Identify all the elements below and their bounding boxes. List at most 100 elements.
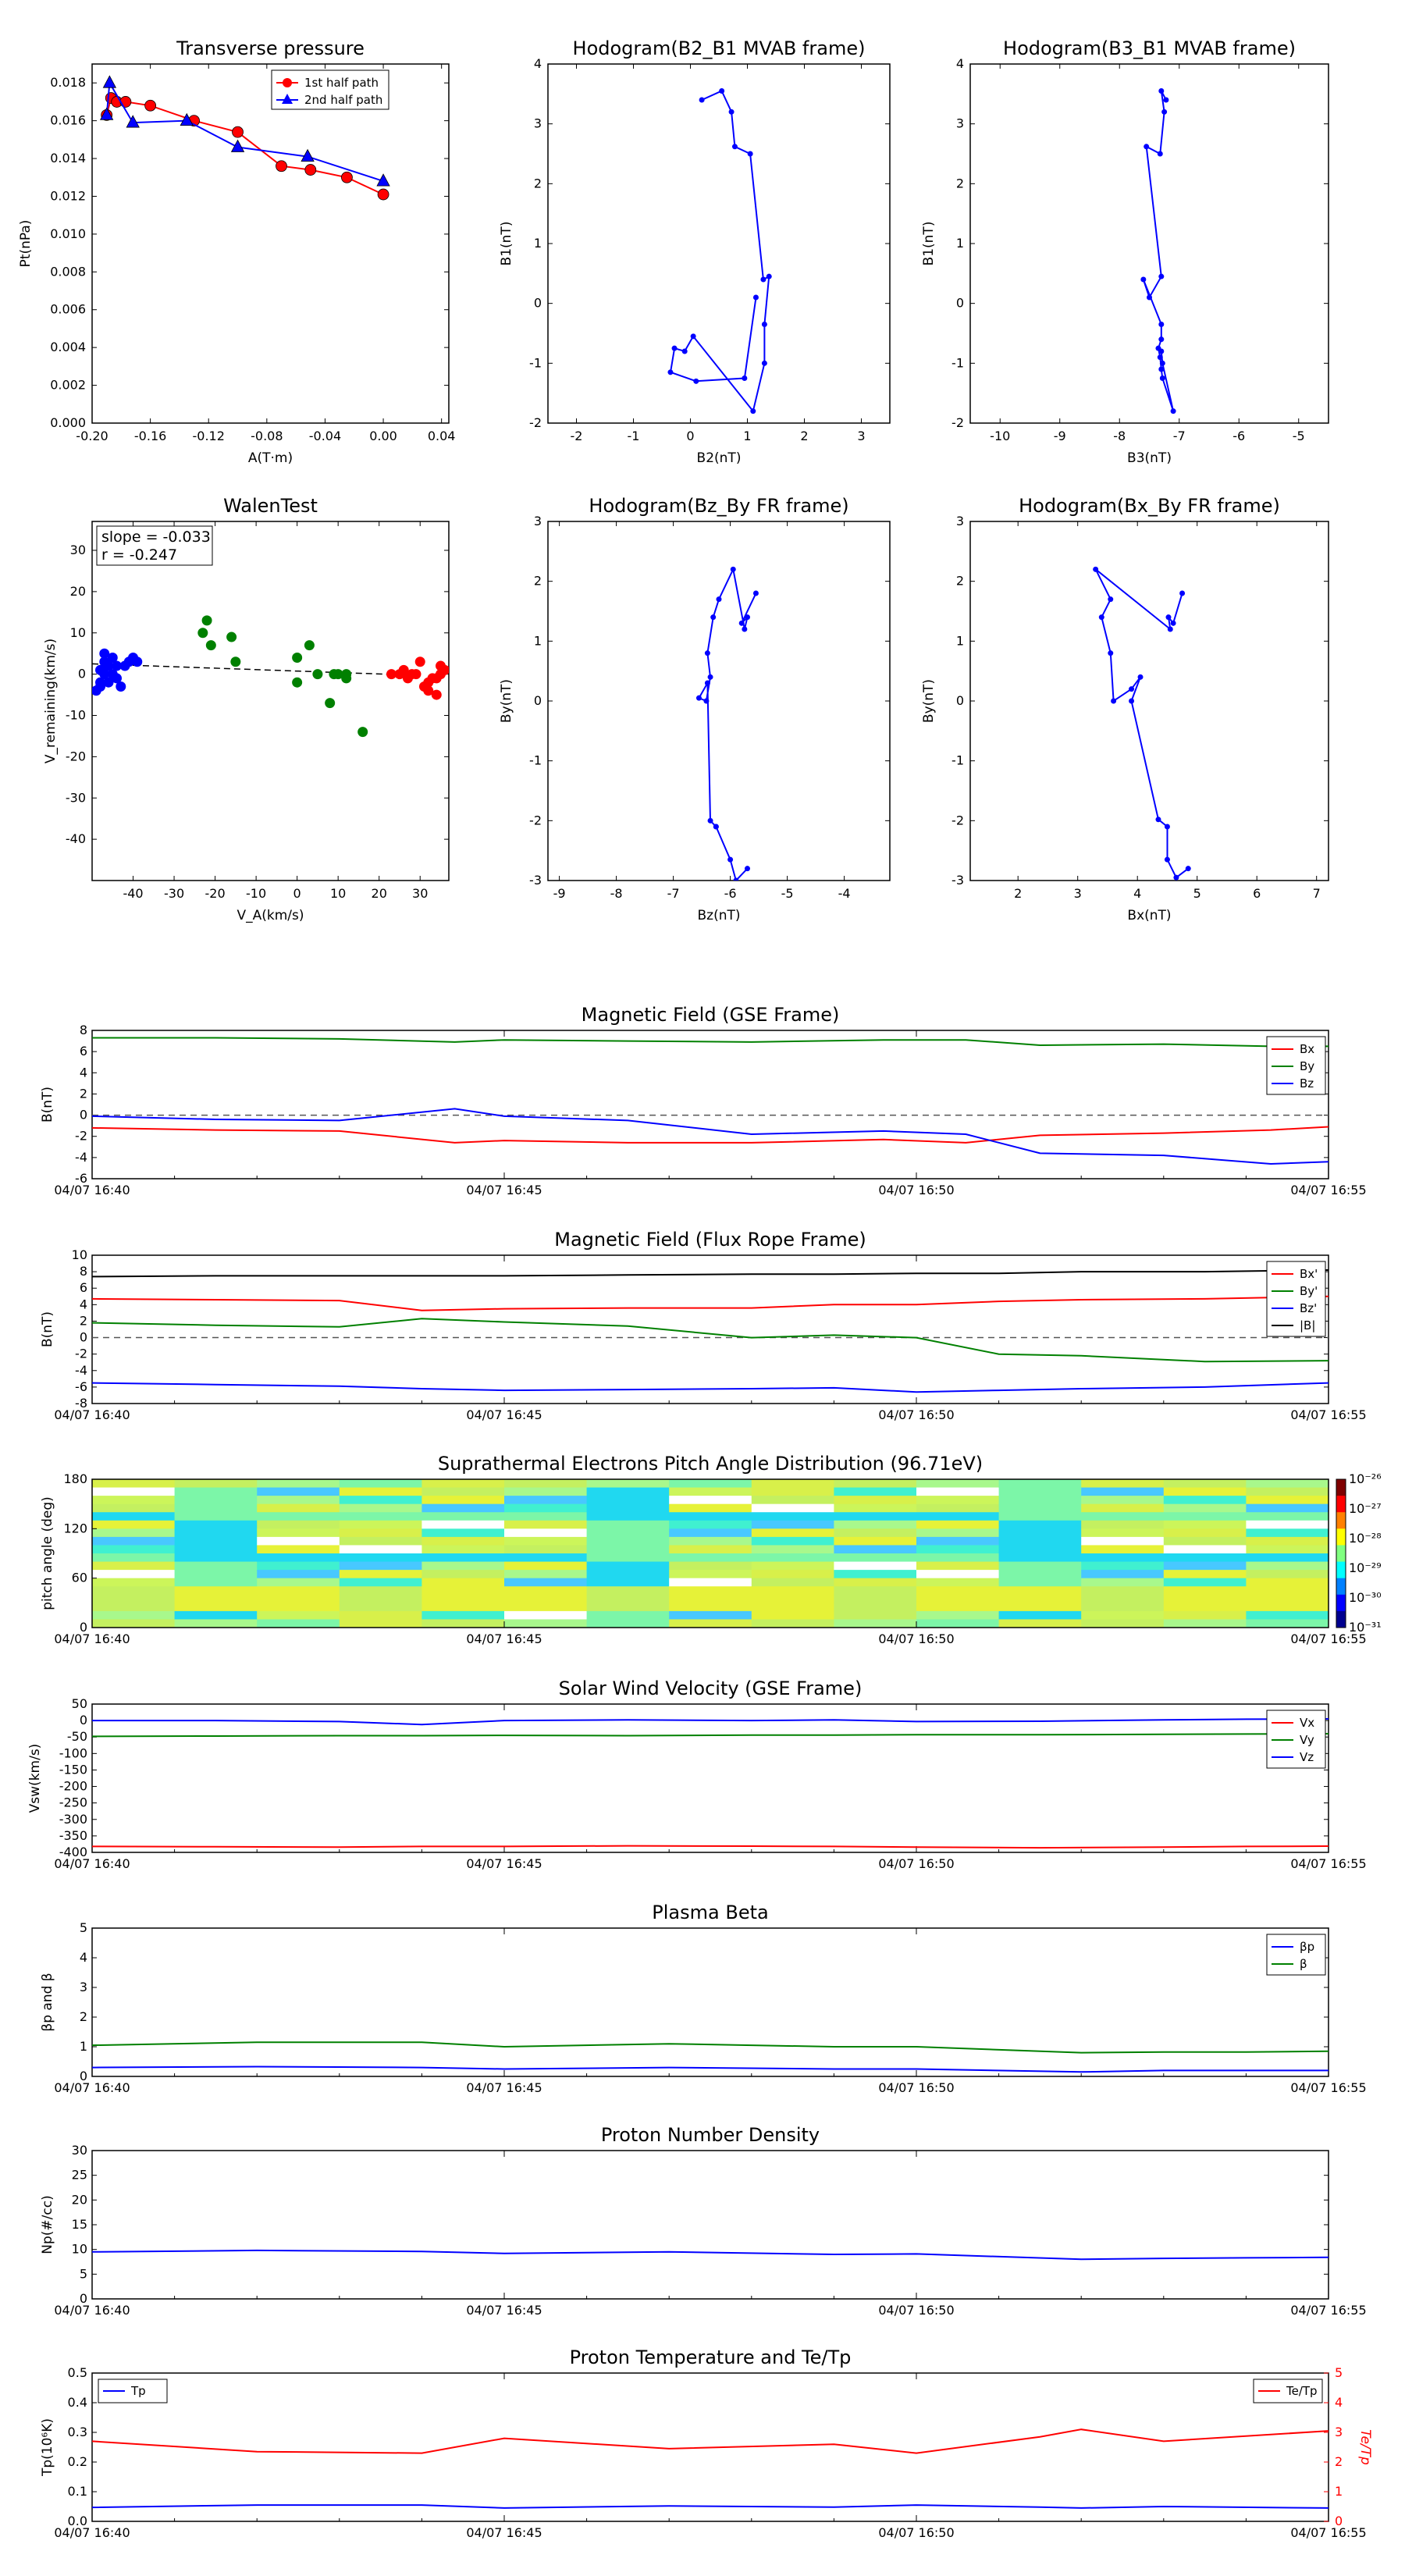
heatmap-cell (669, 1603, 752, 1612)
chart-proton-density: Proton Number Density 0 5 10 15 20 25 30 04/07 1… (40, 2124, 1367, 2318)
heatmap-cell (1246, 1553, 1329, 1563)
heatmap-cell (92, 1578, 176, 1587)
heatmap-cell (834, 1545, 917, 1554)
chart-mag-gse: Magnetic Field (GSE Frame) -6 -4 -2 0 2 4 6 8 04/… (40, 1004, 1367, 1197)
x-tick-label: -1 (628, 429, 640, 443)
legend-label: Bz (1300, 1076, 1314, 1091)
heatmap-cell (586, 1512, 670, 1521)
heatmap-cell (422, 1545, 505, 1554)
data-point (707, 674, 713, 680)
heatmap-cell (1081, 1536, 1165, 1546)
data-point (1179, 590, 1186, 596)
data-point (671, 345, 678, 351)
heatmap-cell (1081, 1479, 1165, 1489)
y-tick-label: 1 (956, 633, 964, 648)
heatmap-cell (916, 1496, 1000, 1505)
y-tick-label: 0.3 (68, 2425, 87, 2439)
heatmap-cell (834, 1570, 917, 1579)
chart-title: Solar Wind Velocity (GSE Frame) (559, 1678, 863, 1699)
y-axis-label: Pt(nPa) (18, 220, 34, 268)
y-tick-label: -250 (59, 1795, 87, 1810)
x-tick-label: 04/07 16:45 (466, 1407, 542, 1422)
data-point (180, 112, 194, 126)
plot-frame (91, 1927, 1329, 2077)
data-point (1159, 360, 1165, 366)
heatmap-cell (998, 1586, 1082, 1596)
y-tick-label: -40 (66, 831, 86, 846)
heatmap-cell (339, 1570, 422, 1579)
heatmap-cell (834, 1512, 917, 1521)
y-tick-label: 2 (80, 1313, 87, 1328)
data-point (1093, 566, 1099, 572)
series-line (1094, 568, 1189, 879)
x-tick-label: 20 (372, 886, 387, 901)
data-point (1165, 614, 1172, 621)
heatmap-cell (1081, 1503, 1165, 1513)
heatmap-cell (92, 1520, 176, 1529)
heatmap-cell (339, 1561, 422, 1571)
heatmap-cell (751, 1503, 834, 1513)
heatmap-cell (669, 1545, 752, 1554)
y-tick-label: 0.016 (50, 113, 86, 128)
heatmap-cell (1163, 1512, 1247, 1521)
legend-label: Tp (130, 2384, 146, 2398)
y-tick-label: 0.1 (68, 2484, 87, 2499)
heatmap-cell (257, 1603, 340, 1612)
x-tick-label: -0.04 (309, 429, 341, 443)
colorbar-segment (1336, 1578, 1346, 1596)
heatmap-cell (586, 1528, 670, 1538)
y-tick-label: 2 (534, 176, 542, 190)
heatmap-cell (669, 1586, 752, 1596)
x-tick-label: -5 (781, 886, 794, 901)
heatmap-cell (751, 1603, 834, 1612)
x-tick-label: 30 (412, 886, 428, 901)
heatmap-cell (586, 1545, 670, 1554)
data-point (230, 656, 241, 667)
heatmap-cell (422, 1479, 505, 1489)
heatmap-cell (339, 1545, 422, 1554)
y-tick-label: 10 (72, 1247, 87, 1262)
data-point (304, 164, 317, 176)
heatmap-cell (834, 1479, 917, 1489)
heatmap-cell (92, 1512, 176, 1521)
colorbar-frame (1336, 1478, 1346, 1628)
heatmap-cell (669, 1536, 752, 1546)
colorbar-segment (1336, 1594, 1346, 1612)
legend-label: β (1300, 1957, 1307, 1971)
heatmap-cell (504, 1528, 588, 1538)
heatmap-cell (257, 1512, 340, 1521)
heatmap-cell (1246, 1520, 1329, 1529)
heatmap-cell (998, 1603, 1082, 1612)
data-point (1158, 322, 1165, 327)
heatmap-cell (998, 1594, 1082, 1603)
heatmap-cell (92, 1553, 176, 1563)
heatmap-cell (669, 1528, 752, 1538)
data-point (1147, 294, 1152, 301)
heatmap-cell (339, 1594, 422, 1603)
plot-frame (547, 521, 891, 881)
x-tick-label: 4 (1133, 886, 1141, 901)
x-tick-label: -30 (164, 886, 184, 901)
data-point (1158, 273, 1165, 279)
heatmap-cell (916, 1603, 1000, 1612)
x-tick-label: 5 (1193, 886, 1201, 901)
heatmap-cell (174, 1520, 258, 1529)
heatmap-cell (834, 1610, 917, 1620)
y-tick-label: 0.000 (50, 415, 86, 430)
heatmap-cell (1163, 1578, 1247, 1587)
y-tick-label: 1 (534, 236, 542, 251)
x-tick-label: 04/07 16:50 (878, 2303, 954, 2318)
data-point (1167, 626, 1173, 632)
heatmap-cell (174, 1586, 258, 1596)
heatmap-cell (1246, 1503, 1329, 1513)
heatmap-cell (1246, 1603, 1329, 1612)
heatmap-cell (174, 1528, 258, 1538)
heatmap-cell (174, 1603, 258, 1612)
data-point (713, 824, 719, 830)
y-tick-label: 0 (80, 1330, 87, 1345)
heatmap-cell (504, 1545, 588, 1554)
heatmap-cell (92, 1487, 176, 1496)
y-tick-label: 0.4 (68, 2395, 87, 2410)
heatmap-cell (916, 1610, 1000, 1620)
data-point (431, 689, 442, 700)
